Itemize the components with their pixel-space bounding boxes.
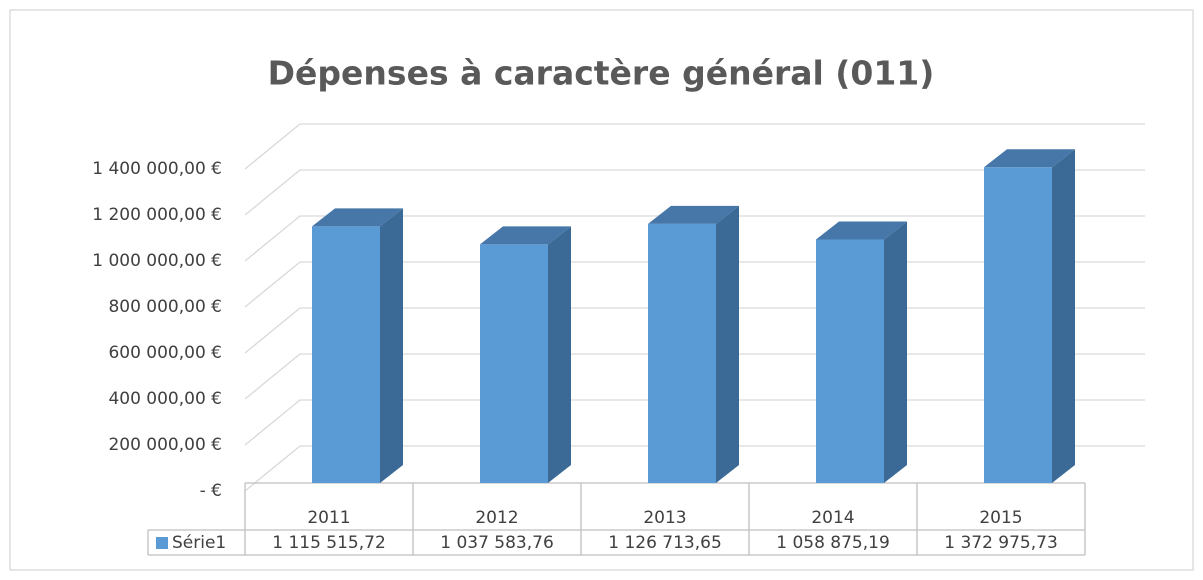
y-tick-label: 200 000,00 €	[108, 435, 222, 455]
bar-side	[1052, 149, 1075, 483]
data-table-value: 1 126 713,65	[608, 533, 722, 553]
data-table-value: 1 372 975,73	[944, 533, 1058, 553]
bar-top	[816, 221, 907, 240]
y-tick-label: 400 000,00 €	[108, 389, 222, 409]
x-tick-label: 2014	[811, 508, 854, 528]
x-tick-label: 2011	[307, 508, 350, 528]
grid-line	[244, 215, 1145, 262]
y-tick-label: - €	[200, 481, 222, 501]
bar-side	[884, 221, 907, 483]
y-tick-label: 800 000,00 €	[108, 297, 222, 317]
y-tick-label: 1 200 000,00 €	[92, 205, 222, 225]
y-tick-label: 600 000,00 €	[108, 343, 222, 363]
bar-side	[716, 205, 739, 483]
bar-top	[312, 208, 403, 227]
chart-title: Dépenses à caractère général (011)	[268, 54, 935, 93]
bar	[984, 167, 1052, 483]
bar	[312, 226, 380, 483]
bar	[480, 244, 548, 483]
data-table-value: 1 058 875,19	[776, 533, 890, 553]
data-table-value: 1 037 583,76	[440, 533, 554, 553]
legend-label: Série1	[172, 533, 226, 553]
y-tick-label: 1 000 000,00 €	[92, 251, 222, 271]
bar-top	[480, 226, 571, 245]
bar-top	[984, 149, 1075, 168]
grid-line	[244, 123, 1145, 170]
bar	[648, 223, 716, 483]
bar-side	[380, 208, 403, 483]
data-table-value: 1 115 515,72	[272, 533, 386, 553]
legend-swatch	[156, 537, 168, 549]
x-tick-label: 2015	[979, 508, 1022, 528]
y-tick-label: 1 400 000,00 €	[92, 159, 222, 179]
x-tick-label: 2013	[643, 508, 686, 528]
bar-top	[648, 205, 739, 224]
x-tick-label: 2012	[475, 508, 518, 528]
bar-side	[548, 226, 571, 484]
grid-line	[244, 169, 1145, 216]
bar	[816, 239, 884, 483]
